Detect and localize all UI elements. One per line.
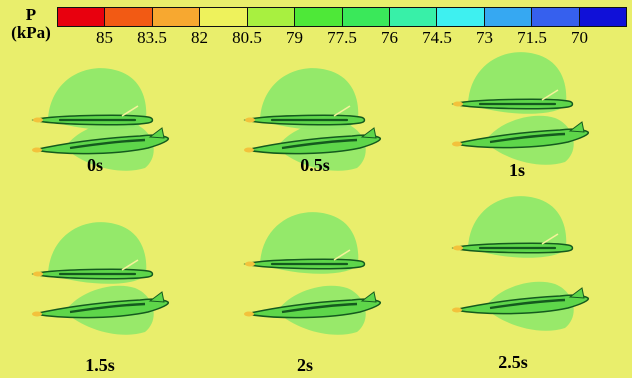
colorbar-tick-label: 80.5 (232, 28, 262, 47)
colorbar-tick-labels: 85 83.5 82 80.5 79 77.5 76 74.5 73 71.5 70 (57, 28, 627, 50)
colorbar-tick-label: 83.5 (137, 28, 167, 47)
colorbar-swatch (437, 8, 485, 26)
time-label: 0s (86, 155, 104, 175)
forward-stage-fin (541, 233, 559, 245)
stagnation-point (453, 245, 463, 251)
stagnation-point (244, 311, 254, 317)
time-label: 2.5s (498, 352, 528, 372)
colorbar-swatch (389, 8, 438, 26)
aft-stage-tail (568, 287, 585, 299)
stagnation-point (245, 117, 255, 123)
aft-stage-core (489, 298, 566, 310)
stagnation-point (452, 141, 462, 147)
colorbar-swatch (484, 8, 533, 26)
low-pressure-region (48, 222, 147, 284)
colorbar-tick-label: 71.5 (517, 28, 547, 47)
contour-panel (243, 68, 382, 171)
colorbar-swatch (295, 8, 343, 26)
colorbar-swatch (532, 8, 580, 26)
contour-panel (451, 52, 590, 165)
contour-panel (31, 222, 170, 335)
low-pressure-region (48, 68, 147, 130)
forward-stage-fin (121, 105, 139, 117)
stagnation-point (244, 147, 254, 153)
colorbar-swatch (58, 8, 106, 26)
colorbar-tick-label: 70 (571, 28, 588, 47)
colorbar-tick-label: 77.5 (327, 28, 357, 47)
colorbar-tick-label: 82 (191, 28, 208, 47)
stagnation-point (32, 311, 42, 317)
colorbar-swatch (200, 8, 248, 26)
low-pressure-region (468, 196, 567, 258)
time-label: 0.5s (300, 155, 330, 175)
colorbar-tick-label: 74.5 (422, 28, 452, 47)
aft-stage-tail (568, 121, 585, 133)
aft-stage-tail (360, 291, 377, 303)
low-pressure-region (260, 68, 359, 130)
forward-stage-fin (121, 259, 139, 271)
aft-stage-tail (148, 127, 165, 139)
stagnation-point (452, 307, 462, 313)
aft-stage-core (69, 138, 146, 150)
colorbar-unit: (kPa) (11, 23, 51, 42)
aft-stage-tail (360, 127, 377, 139)
stagnation-point (453, 101, 463, 107)
colorbar-tick-label: 79 (286, 28, 303, 47)
contour-panel (451, 196, 590, 331)
stagnation-point (32, 147, 42, 153)
colorbar-swatch (579, 8, 627, 26)
stagnation-point (245, 261, 255, 267)
aft-stage-tail (148, 291, 165, 303)
aft-stage-core (489, 132, 566, 144)
low-pressure-region (468, 52, 567, 114)
colorbar-swatch (152, 8, 201, 26)
forward-stage-fin (541, 89, 559, 101)
aft-stage-core (281, 302, 358, 314)
stagnation-point (33, 117, 43, 123)
forward-stage-fin (333, 249, 351, 261)
colorbar-swatch (105, 8, 153, 26)
colorbar-swatch (342, 8, 390, 26)
low-pressure-region (260, 212, 359, 274)
aft-stage-core (69, 302, 146, 314)
colorbar-variable: P (25, 5, 37, 24)
time-label: 1.5s (85, 355, 115, 375)
forward-stage-fin (333, 105, 351, 117)
colorbar-title: P (kPa) (6, 6, 56, 42)
time-label: 2s (296, 355, 314, 375)
colorbar-tick-label: 85 (96, 28, 113, 47)
colorbar-tick-label: 76 (381, 28, 398, 47)
stagnation-point (33, 271, 43, 277)
contour-panel (243, 212, 382, 335)
colorbar-tick-label: 73 (476, 28, 493, 47)
time-label: 1s (508, 160, 526, 180)
aft-stage-core (281, 138, 358, 150)
colorbar-swatch (247, 8, 296, 26)
colorbar (57, 7, 627, 27)
contour-panel (31, 68, 170, 171)
